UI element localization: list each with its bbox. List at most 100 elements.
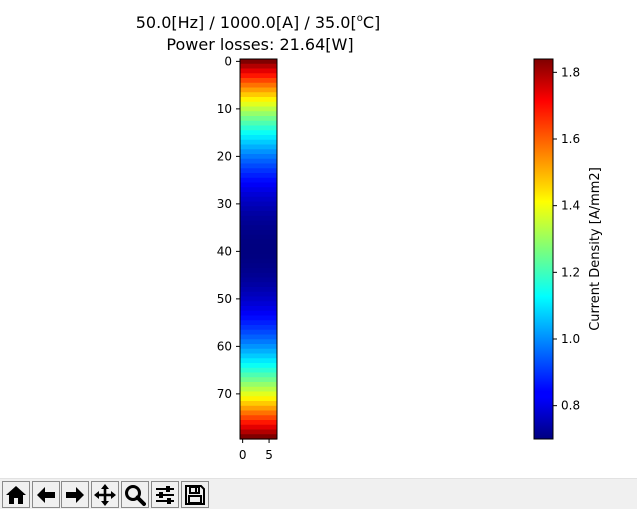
heatmap-row — [240, 382, 277, 388]
home-button[interactable] — [2, 481, 30, 508]
heatmap-row — [240, 120, 277, 127]
heatmap-row — [240, 434, 277, 440]
heatmap-row — [240, 187, 277, 193]
heatmap-row — [240, 154, 277, 160]
colorbar-tick-label: 1.8 — [561, 65, 580, 79]
heatmap-row — [240, 315, 277, 321]
heatmap-row — [240, 144, 277, 150]
configure-subplots-icon — [156, 485, 174, 504]
back-button[interactable] — [32, 481, 60, 508]
pan-icon — [94, 483, 116, 506]
heatmap-row — [240, 215, 277, 222]
heatmap-row — [240, 249, 277, 255]
heatmap-row — [240, 230, 277, 236]
colorbar-tick-label: 1.2 — [561, 265, 580, 279]
heatmap-row — [240, 325, 277, 331]
heatmap-row — [240, 353, 277, 359]
heatmap-row — [240, 282, 277, 288]
x-tick-label: 5 — [265, 448, 273, 462]
colorbar-tick-label: 0.8 — [561, 399, 580, 413]
heatmap-row — [240, 310, 277, 317]
heatmap-row — [240, 177, 277, 184]
heatmap-row — [240, 291, 277, 298]
heatmap-row — [240, 401, 277, 407]
navigation-toolbar — [0, 478, 637, 509]
forward-button[interactable] — [61, 481, 89, 508]
heatmap-row — [240, 391, 277, 397]
heatmap-row — [240, 320, 277, 326]
heatmap-row — [240, 386, 277, 393]
y-tick-label: 30 — [217, 197, 232, 211]
heatmap-row — [240, 253, 277, 260]
zoom-button[interactable] — [121, 481, 149, 508]
heatmap-row — [240, 173, 277, 179]
heatmap-row — [240, 149, 277, 155]
heatmap-row — [240, 196, 277, 203]
figure-title-line2: Power losses: 21.64[W] — [166, 35, 353, 54]
save-button[interactable] — [181, 481, 209, 508]
title-end: C] — [363, 13, 380, 32]
colorbar-tick-label: 1.0 — [561, 332, 580, 346]
figure-title-line1: 50.0[Hz] / 1000.0[A] / 35.0[oC] — [136, 13, 381, 32]
heatmap-row — [240, 301, 277, 307]
heatmap-row — [240, 334, 277, 340]
heatmap-row — [240, 268, 277, 274]
heatmap-row — [240, 358, 277, 364]
save-icon — [185, 484, 205, 505]
heatmap-row — [240, 396, 277, 402]
heatmap-row — [240, 363, 277, 369]
heatmap-row — [240, 306, 277, 312]
pan-button[interactable] — [91, 481, 119, 508]
heatmap-row — [240, 348, 277, 355]
heatmap-row — [240, 225, 277, 231]
colorbar-axis: 0.8 1.0 1.2 1.4 1.6 1.8 — [553, 65, 580, 413]
heatmap-row — [240, 68, 277, 74]
heatmap-y-axis: 0 10 20 30 40 50 60 70 — [217, 54, 240, 401]
y-tick-label: 20 — [217, 149, 232, 163]
zoom-icon — [125, 484, 146, 506]
heatmap-row — [240, 367, 277, 374]
heatmap-row — [240, 92, 277, 98]
heatmap-row — [240, 329, 277, 336]
colorbar-tick-label: 1.4 — [561, 199, 580, 213]
heatmap-row — [240, 405, 277, 412]
heatmap-row — [240, 420, 277, 426]
heatmap-row — [240, 339, 277, 345]
heatmap-row — [240, 424, 277, 431]
heatmap-row — [240, 272, 277, 279]
colorbar — [533, 58, 554, 440]
heatmap-row — [240, 410, 277, 416]
heatmap-row — [240, 258, 277, 264]
heatmap-row — [240, 78, 277, 84]
heatmap-row — [240, 135, 277, 141]
title-degree: o — [357, 13, 363, 24]
heatmap-row — [240, 139, 277, 146]
heatmap-row — [240, 59, 277, 65]
heatmap-row — [240, 296, 277, 302]
forward-arrow-icon — [66, 486, 84, 503]
heatmap-row — [240, 87, 277, 93]
heatmap-row — [240, 429, 277, 435]
colorbar-tick-label: 1.6 — [561, 132, 580, 146]
heatmap-row — [240, 163, 277, 169]
heatmap-row — [240, 263, 277, 269]
home-icon — [6, 485, 26, 504]
colorbar-label: Current Density [A/mm2] — [588, 167, 603, 331]
heatmap-row — [240, 220, 277, 226]
configure-subplots-button[interactable] — [151, 481, 179, 508]
heatmap-row — [240, 82, 277, 89]
heatmap-row — [240, 73, 277, 79]
heatmap-row — [240, 201, 277, 207]
heatmap-row — [240, 244, 277, 250]
y-tick-label: 10 — [217, 102, 232, 116]
y-tick-label: 70 — [217, 387, 232, 401]
heatmap-row — [240, 344, 277, 350]
y-tick-label: 60 — [217, 339, 232, 353]
heatmap-row — [240, 182, 277, 188]
heatmap-row — [240, 130, 277, 136]
x-tick-label: 0 — [239, 448, 247, 462]
heatmap-row — [240, 372, 277, 378]
heatmap-row — [240, 63, 277, 70]
